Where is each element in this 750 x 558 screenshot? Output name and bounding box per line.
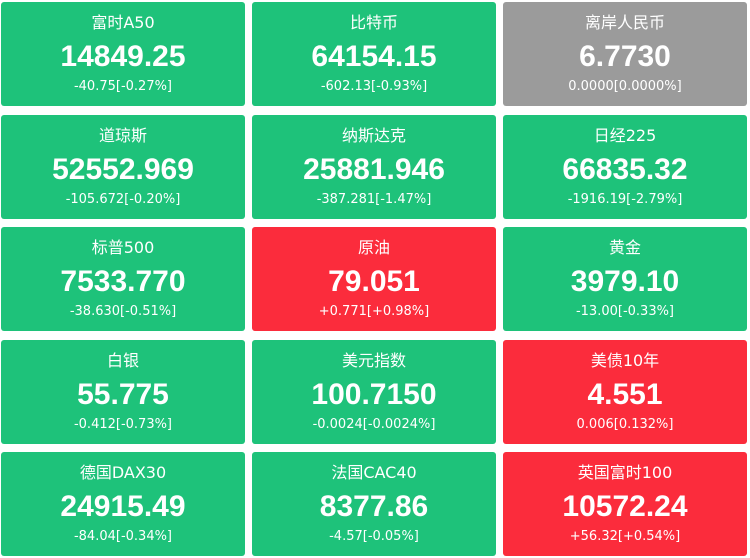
quote-change: +0.771[+0.98%]	[318, 304, 430, 319]
quote-change: 0.006[0.132%]	[576, 416, 674, 432]
quote-name: 美元指数	[341, 350, 406, 370]
quote-price: 52552.969	[52, 152, 194, 186]
quote-change: -0.412[-0.73%]	[73, 416, 173, 432]
quote-change: -602.13[-0.93%]	[320, 79, 428, 94]
quote-name: 美债10年	[590, 350, 660, 370]
quote-change: +56.32[+0.54%]	[569, 529, 681, 544]
quote-price: 55.775	[77, 377, 169, 411]
quote-price: 7533.770	[60, 265, 186, 298]
quote-price: 64154.15	[311, 40, 437, 73]
quote-price: 10572.24	[562, 490, 688, 523]
quote-tile: 黄金 3979.10 -13.00[-0.33%]	[503, 227, 747, 331]
quote-name: 法国CAC40	[331, 463, 417, 482]
quote-name: 离岸人民币	[584, 13, 665, 32]
quote-tile: 美元指数 100.7150 -0.0024[-0.0024%]	[252, 339, 496, 444]
quote-price: 25881.946	[303, 152, 445, 186]
quote-tile: 比特币 64154.15 -602.13[-0.93%]	[252, 2, 496, 106]
quote-tile: 原油 79.051 +0.771[+0.98%]	[252, 227, 496, 331]
quote-tile: 法国CAC40 8377.86 -4.57[-0.05%]	[252, 452, 496, 556]
quote-name: 比特币	[349, 13, 398, 32]
quote-change: 0.0000[0.0000%]	[568, 79, 682, 94]
quote-price: 8377.86	[319, 490, 429, 523]
quote-change: -387.281[-1.47%]	[316, 191, 432, 207]
quote-change: -1916.19[-2.79%]	[567, 191, 683, 207]
quote-name: 黄金	[608, 238, 641, 257]
quote-name: 日经225	[593, 125, 657, 145]
quote-price: 24915.49	[60, 490, 186, 523]
quote-price: 100.7150	[311, 377, 437, 411]
quote-price: 79.051	[328, 265, 420, 298]
quote-name: 白银	[106, 350, 139, 370]
quote-tile: 美债10年 4.551 0.006[0.132%]	[503, 339, 747, 444]
quote-tile: 白银 55.775 -0.412[-0.73%]	[1, 339, 245, 444]
quote-change: -0.0024[-0.0024%]	[312, 416, 436, 432]
quote-change: -105.672[-0.20%]	[65, 191, 181, 207]
quote-price: 66835.32	[562, 152, 688, 186]
quote-tile: 离岸人民币 6.7730 0.0000[0.0000%]	[503, 2, 747, 106]
quote-change: -84.04[-0.34%]	[73, 529, 173, 544]
quote-tile: 道琼斯 52552.969 -105.672[-0.20%]	[1, 114, 245, 219]
quote-tile: 纳斯达克 25881.946 -387.281[-1.47%]	[252, 114, 496, 219]
quote-tile: 英国富时100 10572.24 +56.32[+0.54%]	[503, 452, 747, 556]
quote-price: 4.551	[587, 377, 663, 411]
quote-tile: 标普500 7533.770 -38.630[-0.51%]	[1, 227, 245, 331]
quote-name: 富时A50	[91, 13, 155, 32]
quote-price: 3979.10	[570, 265, 680, 298]
quote-price: 14849.25	[60, 40, 186, 73]
quote-tile: 德国DAX30 24915.49 -84.04[-0.34%]	[1, 452, 245, 556]
quote-name: 纳斯达克	[341, 125, 406, 145]
quote-change: -40.75[-0.27%]	[73, 79, 173, 94]
quote-name: 德国DAX30	[79, 463, 167, 482]
quote-change: -13.00[-0.33%]	[575, 304, 675, 319]
quote-name: 标普500	[91, 238, 155, 257]
quote-name: 英国富时100	[577, 463, 673, 482]
quote-name: 原油	[357, 238, 390, 257]
quote-name: 道琼斯	[98, 125, 147, 145]
quote-change: -38.630[-0.51%]	[69, 304, 177, 319]
quote-tile: 富时A50 14849.25 -40.75[-0.27%]	[1, 2, 245, 106]
quote-tile: 日经225 66835.32 -1916.19[-2.79%]	[503, 114, 747, 219]
quote-change: -4.57[-0.05%]	[329, 529, 419, 544]
quote-price: 6.7730	[579, 40, 671, 73]
